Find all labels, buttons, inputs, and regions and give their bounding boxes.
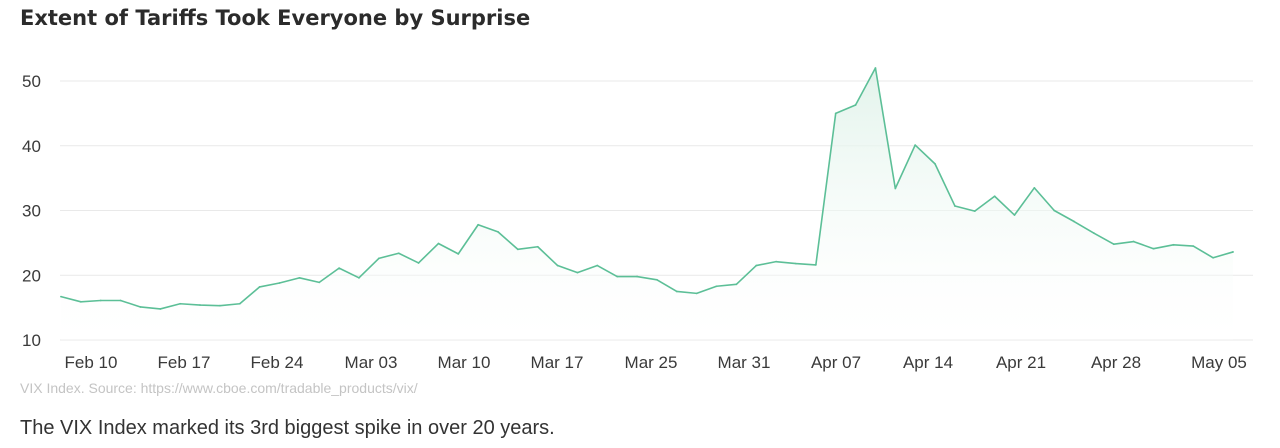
data-point bbox=[159, 308, 162, 310]
data-point bbox=[954, 205, 956, 207]
data-point bbox=[1093, 232, 1095, 235]
data-point bbox=[656, 278, 658, 281]
data-point bbox=[596, 264, 599, 267]
y-tick-label: 40 bbox=[22, 137, 41, 156]
data-point bbox=[1172, 243, 1175, 246]
data-point bbox=[715, 285, 718, 288]
data-point bbox=[934, 162, 936, 165]
data-point bbox=[219, 304, 221, 307]
area-fill-layer bbox=[61, 68, 1233, 341]
x-tick-label: Feb 24 bbox=[251, 353, 304, 372]
data-point bbox=[755, 264, 758, 267]
data-point bbox=[894, 187, 897, 190]
data-point bbox=[973, 210, 976, 213]
data-point bbox=[457, 252, 460, 255]
data-point bbox=[258, 286, 261, 288]
area-fill bbox=[61, 68, 1233, 341]
data-point bbox=[417, 262, 420, 264]
data-point bbox=[795, 262, 797, 265]
data-point bbox=[516, 248, 519, 251]
data-point bbox=[1132, 240, 1135, 243]
data-point bbox=[397, 252, 400, 255]
data-point bbox=[119, 299, 122, 302]
data-point bbox=[139, 306, 142, 308]
data-point bbox=[358, 276, 360, 279]
data-point bbox=[318, 281, 321, 284]
x-tick-label: Mar 03 bbox=[345, 353, 398, 372]
x-tick-label: Feb 17 bbox=[158, 353, 211, 372]
data-point bbox=[874, 67, 877, 69]
x-tick-label: Mar 25 bbox=[625, 353, 678, 372]
data-point bbox=[536, 245, 539, 248]
x-tick-label: Mar 31 bbox=[718, 353, 771, 372]
y-axis: 10 20 30 40 50 bbox=[22, 72, 41, 350]
y-tick-label: 10 bbox=[22, 331, 41, 350]
data-point bbox=[298, 276, 301, 279]
chart-title: Extent of Tariffs Took Everyone by Surpr… bbox=[20, 6, 531, 30]
data-point bbox=[1013, 214, 1016, 216]
x-tick-label: Mar 17 bbox=[531, 353, 584, 372]
data-point bbox=[854, 104, 857, 106]
y-tick-label: 50 bbox=[22, 72, 41, 91]
data-point bbox=[993, 195, 996, 198]
data-point bbox=[199, 304, 201, 306]
x-tick-label: Apr 07 bbox=[811, 353, 861, 372]
data-points bbox=[60, 67, 1234, 310]
data-point bbox=[576, 271, 579, 274]
x-tick-label: Apr 14 bbox=[903, 353, 953, 372]
data-point bbox=[675, 290, 678, 293]
data-point bbox=[179, 302, 182, 305]
data-point bbox=[338, 267, 340, 270]
data-point bbox=[1192, 245, 1195, 248]
data-point bbox=[1053, 209, 1056, 212]
data-point bbox=[1212, 256, 1215, 259]
data-point bbox=[437, 242, 440, 245]
x-tick-label: Apr 21 bbox=[996, 353, 1046, 372]
data-point bbox=[477, 223, 480, 226]
data-point bbox=[99, 299, 102, 302]
source-note: VIX Index. Source: https://www.cboe.com/… bbox=[20, 380, 418, 396]
data-point bbox=[1073, 220, 1075, 223]
data-point bbox=[834, 112, 837, 115]
data-point bbox=[735, 283, 738, 286]
x-tick-label: Mar 10 bbox=[438, 353, 491, 372]
data-point bbox=[497, 230, 499, 233]
data-point bbox=[775, 260, 778, 263]
series-line-layer bbox=[60, 67, 1234, 310]
data-point bbox=[1152, 247, 1155, 250]
x-tick-label: Apr 28 bbox=[1091, 353, 1141, 372]
y-tick-label: 20 bbox=[22, 266, 41, 285]
data-point bbox=[914, 144, 917, 147]
data-point bbox=[377, 257, 380, 260]
caption: The VIX Index marked its 3rd biggest spi… bbox=[20, 417, 555, 439]
data-point bbox=[278, 282, 281, 284]
data-point bbox=[556, 264, 559, 267]
x-tick-label: Feb 10 bbox=[65, 353, 118, 372]
x-tick-label: May 05 bbox=[1191, 353, 1247, 372]
data-point bbox=[695, 292, 698, 295]
data-point bbox=[1033, 186, 1036, 189]
data-point bbox=[814, 263, 817, 266]
data-point bbox=[1112, 243, 1115, 246]
data-point bbox=[636, 275, 638, 278]
vix-line-chart: 10 20 30 40 50 Feb 10 Feb 17 Feb 24 Mar 03 Mar 1… bbox=[22, 67, 1253, 372]
data-point bbox=[616, 275, 619, 278]
y-tick-label: 30 bbox=[22, 202, 41, 221]
data-point bbox=[238, 302, 241, 305]
series-line bbox=[60, 67, 1234, 310]
data-point bbox=[1232, 251, 1234, 253]
x-axis: Feb 10 Feb 17 Feb 24 Mar 03 Mar 10 Mar 17 Mar … bbox=[65, 353, 1247, 372]
data-point bbox=[79, 300, 82, 303]
data-point bbox=[60, 295, 62, 298]
